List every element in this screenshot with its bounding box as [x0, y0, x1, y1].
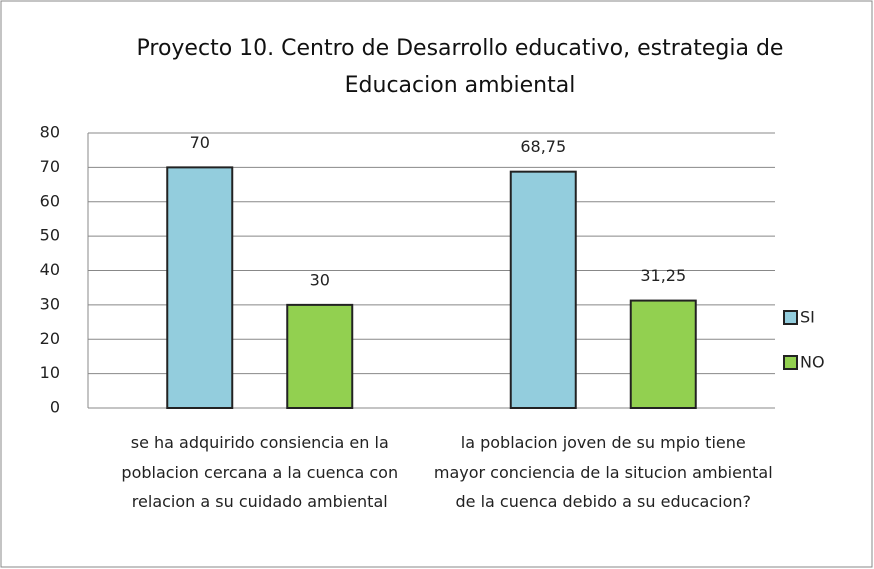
- y-tick-label: 0: [50, 398, 60, 417]
- data-label: 70: [190, 133, 210, 152]
- y-tick-label: 50: [40, 226, 60, 245]
- legend-swatch: [783, 310, 798, 325]
- bar: [286, 303, 354, 409]
- legend-label: NO: [800, 353, 825, 372]
- y-tick-label: 10: [40, 363, 60, 382]
- y-tick-label: 70: [40, 157, 60, 176]
- y-tick-label: 20: [40, 329, 60, 348]
- y-tick-label: 40: [40, 260, 60, 279]
- data-label: 30: [310, 270, 330, 289]
- y-tick-label: 30: [40, 294, 60, 313]
- y-tick-label: 80: [40, 123, 60, 142]
- bar: [629, 299, 697, 409]
- x-tick-label: la poblacion joven de su mpio tiene mayo…: [433, 433, 773, 511]
- legend-label: SI: [800, 308, 815, 327]
- data-label: 68,75: [520, 137, 566, 156]
- bar: [166, 166, 234, 409]
- x-tick-label: se ha adquirido consiencia en la poblaci…: [121, 433, 399, 511]
- bar: [509, 170, 577, 409]
- chart-title: Proyecto 10. Centro de Desarrollo educat…: [136, 36, 784, 98]
- legend-swatch: [783, 355, 798, 370]
- data-label: 31,25: [640, 266, 686, 285]
- y-tick-label: 60: [40, 191, 60, 210]
